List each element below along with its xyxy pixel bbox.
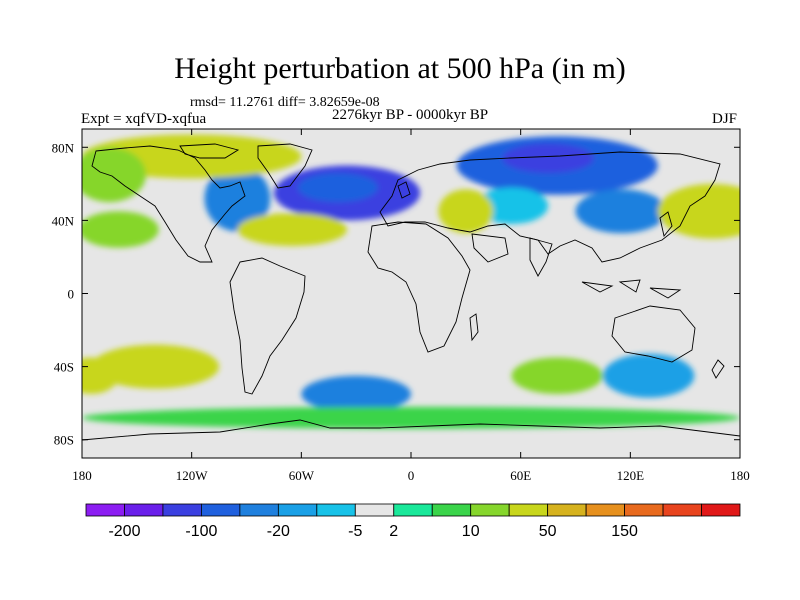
colorbar-swatch [431, 503, 472, 517]
field-region-south-pacific-high [91, 344, 220, 389]
colorbar-label: 50 [539, 523, 557, 540]
colorbar-label: 150 [611, 523, 638, 540]
period-label: 2276kyr BP - 0000kyr BP [331, 107, 489, 123]
y-tick-label: 80N [52, 140, 75, 155]
x-tick-label: 0 [408, 468, 415, 483]
field-region-south-pacific-high-west [82, 357, 119, 395]
x-tick-label: 60W [289, 468, 315, 483]
colorbar-swatch [393, 503, 433, 517]
field-region-atlantic-subtropical-high [237, 213, 348, 246]
field-region-east-asia-trough [575, 189, 667, 234]
y-tick-label: 40S [54, 360, 74, 375]
colorbar-swatch [239, 503, 279, 517]
coastlines [82, 143, 740, 441]
colorbar-label: 10 [462, 523, 480, 540]
field-region-australia-trough [602, 353, 695, 398]
colorbar-swatch [162, 503, 202, 517]
field-region-north-america-trough [204, 165, 271, 232]
experiment-label: Expt = xqfVD-xqfua [81, 111, 207, 127]
field-region-south-atlantic-low [301, 375, 411, 413]
colorbar-label: 2 [389, 523, 398, 540]
field-region-europe-high [438, 189, 494, 234]
colorbar-swatch [124, 503, 164, 517]
colorbar-label: -200 [108, 523, 140, 540]
axes: 180 120W 60W 0 60E 120E 180 80N 40N 0 40S 80S [52, 129, 750, 483]
stats-line: rmsd= 11.2761 diff= 3.82659e-08 [190, 95, 380, 110]
colorbar-swatch [585, 503, 625, 517]
x-tick-label: 120E [617, 468, 645, 483]
y-tick-label: 0 [68, 287, 75, 302]
field-region-siberia-arctic-low-core [502, 143, 594, 173]
season-label: DJF [712, 111, 738, 127]
field-region-southern-ocean-ring [82, 406, 740, 429]
colorbar-swatch [277, 503, 318, 517]
colorbar-label: -100 [185, 523, 217, 540]
colorbar: -200 -100 -20 -5 2 10 50 150 [85, 503, 741, 540]
x-tick-label: 120W [176, 468, 209, 483]
x-tick-label: 180 [72, 468, 92, 483]
colorbar-swatch [701, 503, 741, 517]
field-region-north-atlantic-low-core [297, 172, 379, 203]
field-region-indian-ocean-high [511, 357, 603, 395]
colorbar-swatch [624, 503, 664, 517]
field-region-central-asia-trough [474, 187, 549, 225]
colorbar-swatch [662, 503, 702, 517]
x-tick-label: 60E [510, 468, 531, 483]
colorbar-swatch [316, 503, 356, 517]
y-tick-label: 40N [52, 213, 75, 228]
field-region-pacific-high-east [82, 211, 159, 248]
colorbar-swatch [354, 503, 395, 517]
field-region-alaska-high [82, 147, 146, 203]
colorbar-swatch [508, 503, 549, 517]
x-tick-label: 180 [730, 468, 750, 483]
colorbar-swatch [470, 503, 510, 517]
colorbar-swatch [85, 503, 125, 517]
colorbar-swatch [201, 503, 241, 517]
colorbar-swatch [547, 503, 587, 517]
chart-title: Height perturbation at 500 hPa (in m) [174, 52, 626, 85]
field-region-pacific-high [657, 183, 740, 239]
y-tick-label: 80S [54, 433, 74, 448]
colorbar-label: -20 [267, 523, 290, 540]
colorbar-label: -5 [348, 523, 362, 540]
